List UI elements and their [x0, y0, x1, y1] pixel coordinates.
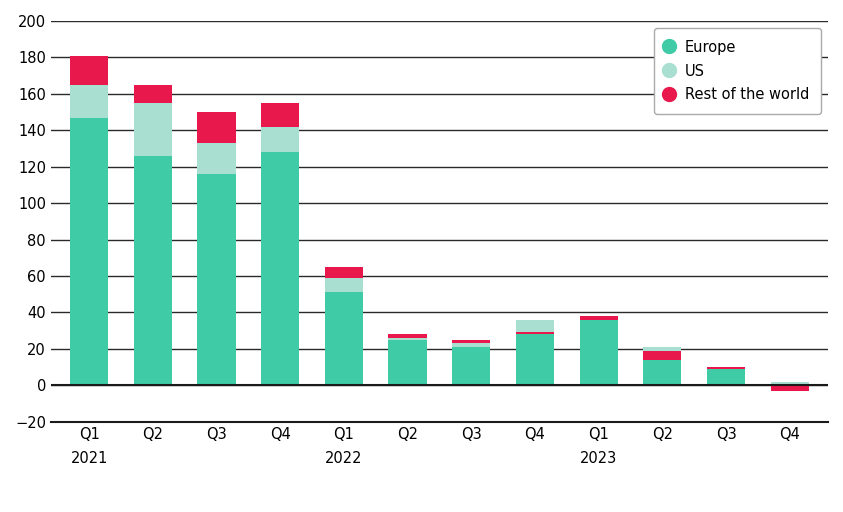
Bar	[325, 292, 363, 385]
Bar	[771, 381, 809, 385]
Bar	[516, 319, 554, 334]
Bar	[261, 126, 299, 152]
Bar	[389, 334, 427, 338]
Bar	[643, 351, 681, 360]
Bar	[516, 332, 554, 334]
Bar	[580, 319, 618, 385]
Bar	[134, 156, 172, 385]
Bar	[197, 143, 235, 174]
Bar	[771, 385, 809, 391]
Text: 2023: 2023	[580, 451, 617, 466]
Bar	[643, 347, 681, 351]
Bar	[325, 278, 363, 292]
Bar	[707, 367, 745, 369]
Bar	[643, 347, 681, 385]
Bar	[389, 339, 427, 385]
Bar	[70, 84, 108, 118]
Bar	[70, 118, 108, 385]
Bar	[325, 267, 363, 278]
Bar	[452, 347, 491, 385]
Bar	[707, 369, 745, 385]
Bar	[261, 103, 299, 126]
Bar	[452, 344, 491, 347]
Bar	[580, 316, 618, 319]
Bar	[516, 319, 554, 385]
Legend: Europe, US, Rest of the world: Europe, US, Rest of the world	[654, 28, 821, 114]
Bar	[452, 339, 491, 344]
Bar	[197, 112, 235, 143]
Bar	[134, 84, 172, 103]
Bar	[134, 103, 172, 156]
Bar	[261, 152, 299, 385]
Bar	[707, 367, 745, 369]
Bar	[197, 174, 235, 385]
Text: 2021: 2021	[71, 451, 108, 466]
Bar	[389, 338, 427, 339]
Bar	[771, 381, 809, 385]
Bar	[70, 56, 108, 84]
Text: 2022: 2022	[325, 451, 362, 466]
